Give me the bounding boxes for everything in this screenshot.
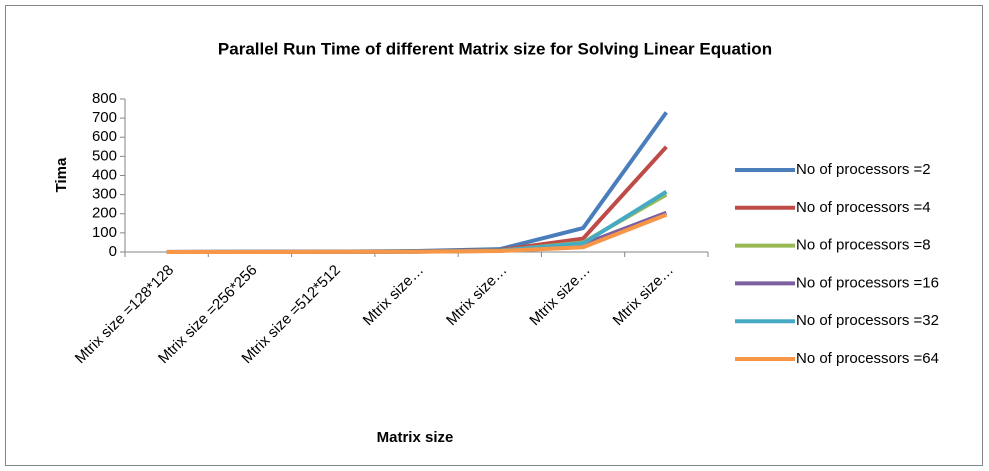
x-axis-title: Matrix size — [377, 429, 454, 446]
y-tick-label: 100 — [92, 224, 117, 241]
legend-label: No of processors =8 — [796, 237, 931, 254]
y-axis-title: Tima — [53, 157, 70, 192]
y-tick-label: 800 — [92, 90, 117, 107]
legend-label: No of processors =64 — [796, 350, 939, 367]
y-tick-label: 200 — [92, 205, 117, 222]
legend-label: No of processors =16 — [796, 274, 939, 291]
y-tick-label: 500 — [92, 147, 117, 164]
y-tick-label: 400 — [92, 166, 117, 183]
y-tick-label: 600 — [92, 128, 117, 145]
y-tick-label: 300 — [92, 186, 117, 203]
legend-label: No of processors =4 — [796, 199, 931, 216]
chart-title: Parallel Run Time of different Matrix si… — [218, 39, 772, 58]
y-tick-label: 0 — [109, 243, 117, 260]
series-line — [166, 212, 668, 254]
chart-border — [5, 5, 983, 466]
y-tick-label: 700 — [92, 109, 117, 126]
legend-label: No of processors =32 — [796, 312, 939, 329]
legend-label: No of processors =2 — [796, 161, 931, 178]
